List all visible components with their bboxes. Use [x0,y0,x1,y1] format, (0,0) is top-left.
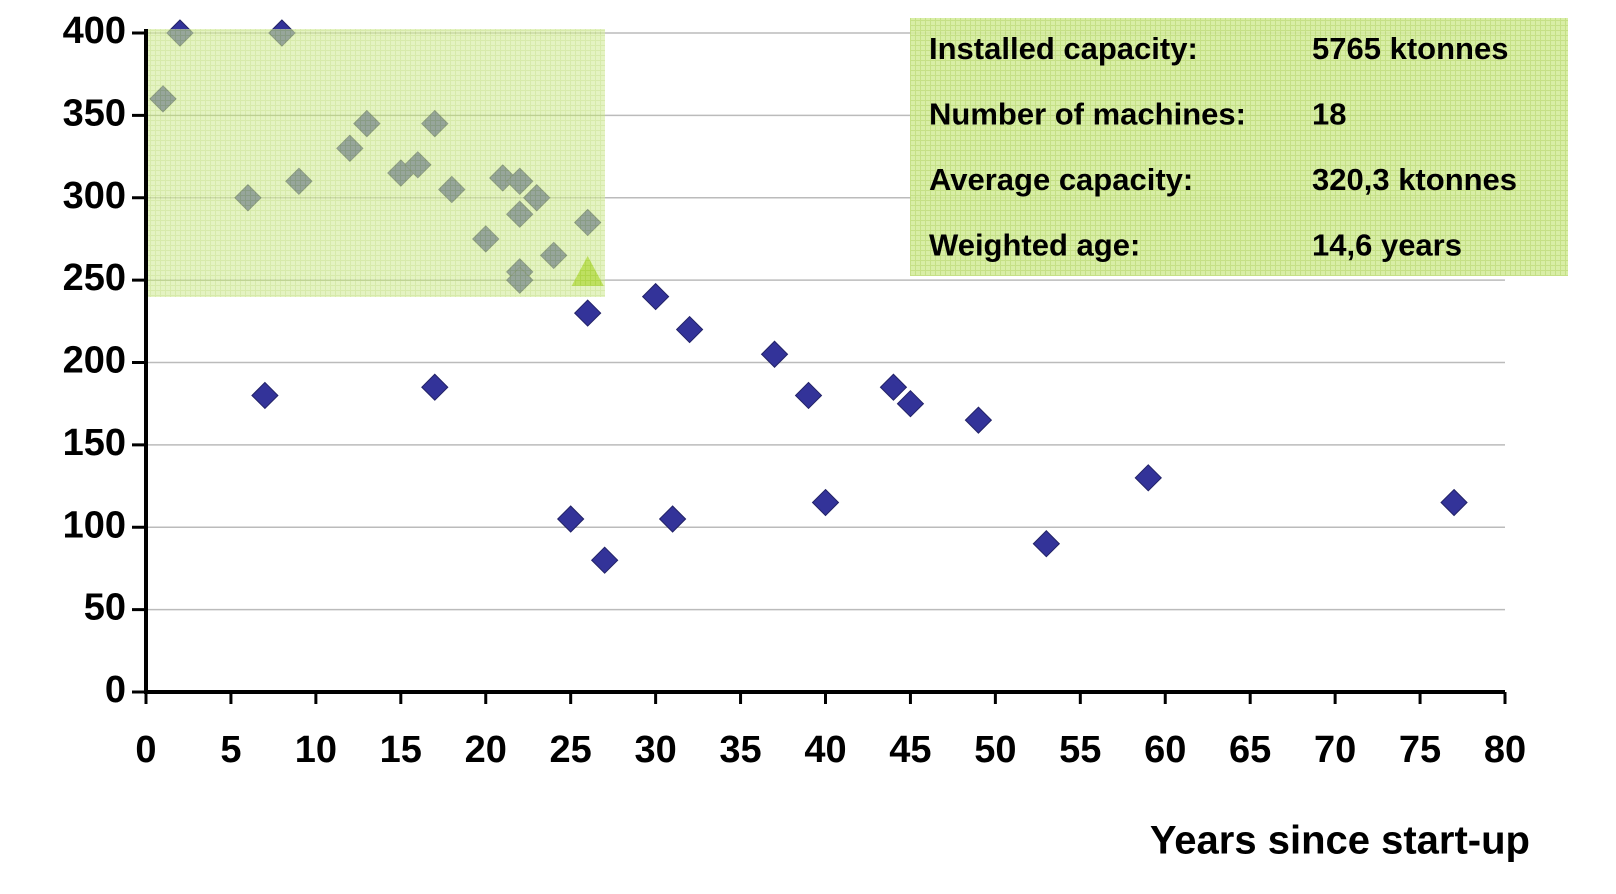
info-value: 18 [1312,97,1346,132]
point [879,373,908,401]
point [1032,530,1061,558]
info-label: Weighted age: [929,228,1140,263]
point [760,340,789,368]
point [590,546,619,574]
x-tick-label: 35 [719,729,761,771]
info-label: Number of machines: [929,97,1246,132]
point [1134,464,1162,492]
x-tick-label: 15 [380,729,422,771]
x-tick-label: 80 [1484,729,1526,771]
y-tick-label: 350 [63,92,126,134]
info-value: 5765 ktonnes [1312,31,1508,66]
point [896,389,925,418]
y-tick-label: 150 [63,422,126,464]
x-tick-label: 5 [220,729,241,771]
point [794,381,823,410]
info-label: Installed capacity: [929,31,1198,66]
y-tick-label: 100 [63,504,126,546]
x-tick-label: 70 [1314,729,1356,771]
x-tick-label: 30 [634,729,676,771]
point [421,373,449,401]
x-axis-label: Years since start-up [1150,819,1530,863]
y-tick-label: 50 [84,587,126,629]
point [811,488,840,517]
x-tick-label: 65 [1229,729,1271,771]
info-value: 320,3 ktonnes [1312,162,1517,197]
y-tick-label: 300 [63,175,126,217]
x-tick-label: 75 [1399,729,1441,771]
x-tick-label: 10 [295,729,337,771]
x-tick-label: 55 [1059,729,1101,771]
x-tick-label: 60 [1144,729,1186,771]
x-tick-label: 20 [465,729,507,771]
info-label: Average capacity: [929,162,1193,197]
highlight-area [146,29,605,297]
x-tick-label: 25 [550,729,592,771]
x-tick-label: 40 [804,729,846,771]
y-tick-label: 0 [105,669,126,711]
x-tick-label: 0 [135,729,156,771]
point [964,406,993,434]
point [641,282,670,311]
info-box [910,18,1568,276]
point [251,381,279,410]
point [1440,488,1468,517]
x-tick-label: 50 [974,729,1016,771]
point [573,299,602,327]
y-tick-label: 200 [63,340,126,382]
y-tick-label: 250 [63,257,126,299]
point [556,505,585,533]
point [658,505,687,533]
point [675,315,704,344]
info-value: 14,6 years [1312,228,1462,263]
x-tick-label: 45 [889,729,931,771]
y-tick-label: 400 [63,10,126,52]
